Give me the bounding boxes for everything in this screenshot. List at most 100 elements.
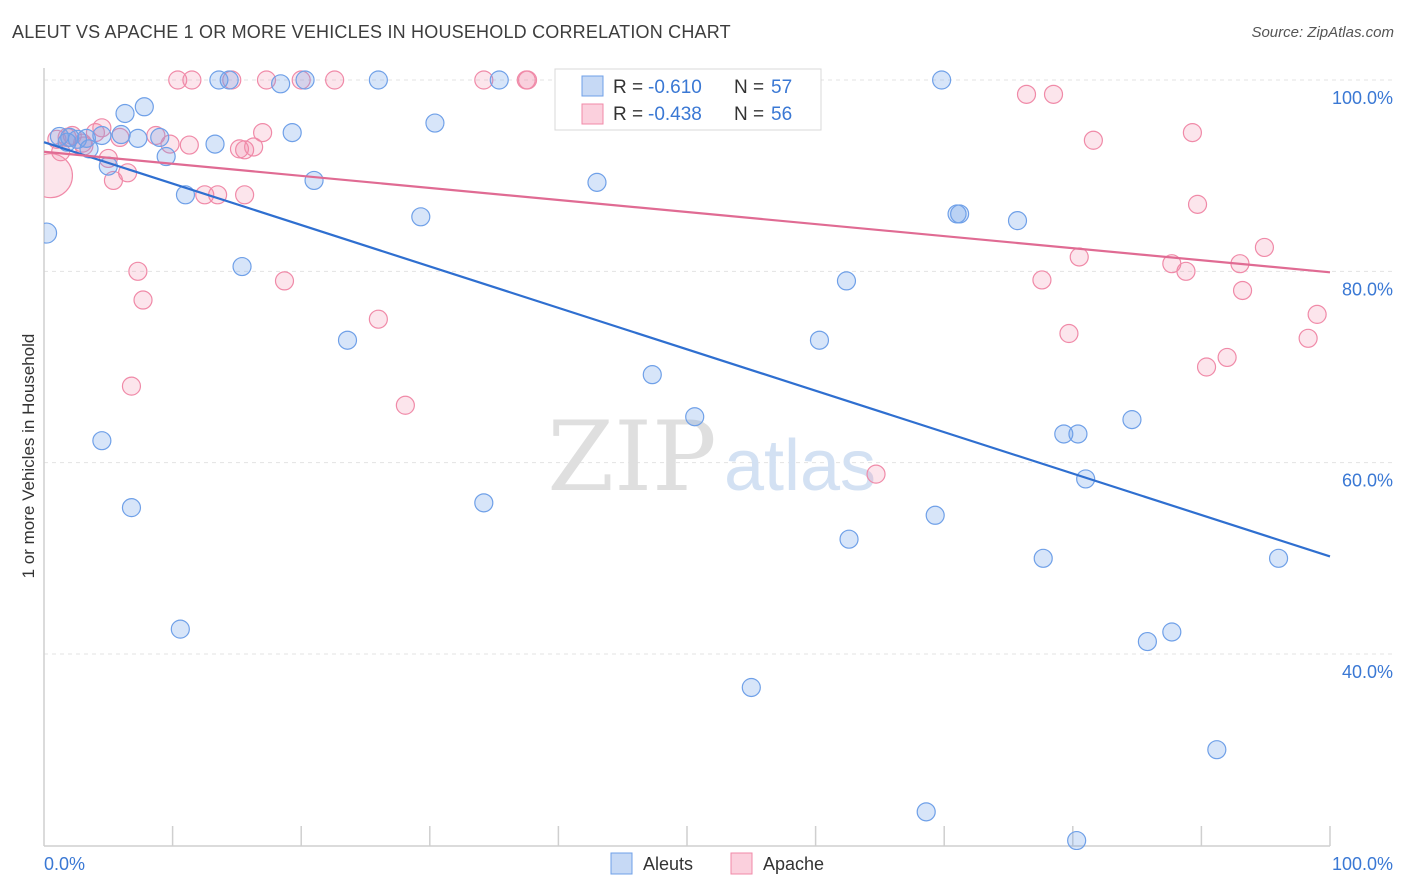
aleuts-point [839, 529, 859, 549]
aleuts-point [170, 619, 190, 639]
apache-point [1196, 357, 1217, 377]
aleuts-point [925, 505, 945, 525]
aleuts-point [950, 204, 970, 224]
aleuts-point [337, 330, 358, 350]
apache-point [253, 123, 273, 143]
aleuts-point [587, 172, 607, 192]
stats-n-value-aleuts: 57 [771, 77, 792, 98]
aleuts-point [150, 127, 170, 147]
stats-r-value-aleuts: -0.610 [648, 77, 702, 98]
aleuts-point [232, 256, 252, 277]
stats-r-label-aleuts: R = [613, 77, 643, 98]
x-ticks [171, 826, 1331, 846]
apache-point [1032, 270, 1052, 290]
aleuts-point [209, 70, 229, 90]
aleuts-point [282, 123, 302, 143]
apache-point [1016, 84, 1037, 104]
apache-point [1307, 304, 1327, 324]
aleuts-point [642, 365, 662, 385]
aleuts-point [92, 431, 112, 451]
aleuts-point [474, 493, 494, 513]
aleuts-point [368, 70, 388, 90]
apache-point [368, 309, 388, 329]
apache-trend-line [43, 150, 1331, 274]
aleuts-point [128, 128, 148, 148]
legend-label-aleuts: Aleuts [643, 854, 693, 874]
aleuts-point [219, 70, 239, 90]
stats-n-value-apache: 56 [771, 104, 792, 125]
legend-swatch-apache [730, 852, 753, 875]
legend-swatch-aleuts [610, 852, 633, 875]
aleuts-point [205, 134, 225, 154]
aleuts-point [425, 113, 445, 133]
source-attribution: Source: ZipAtlas.com [1251, 24, 1394, 41]
apache-point [168, 70, 188, 90]
apache-point [1254, 237, 1275, 258]
apache-point [517, 70, 538, 90]
stats-legend: R = -0.610 N = 57 R = -0.438 N = 56 [554, 68, 822, 131]
aleuts-point [271, 74, 291, 94]
aleuts-point [1054, 424, 1074, 444]
apache-point [866, 464, 886, 484]
stats-n-label-aleuts: N = [734, 77, 764, 98]
apache-point [395, 395, 415, 415]
apache-point [1043, 84, 1064, 104]
series-legend: Aleuts Apache [610, 852, 824, 875]
aleuts-point [809, 330, 830, 350]
aleuts-point [121, 498, 142, 518]
aleuts-point [1068, 424, 1088, 444]
aleuts-point [741, 677, 761, 698]
stats-r-label-apache: R = [613, 104, 643, 125]
apache-point [244, 137, 264, 157]
apache-point [44, 153, 74, 199]
apache-point [474, 70, 494, 90]
aleuts-point [60, 127, 80, 147]
chart-title: ALEUT VS APACHE 1 OR MORE VEHICLES IN HO… [12, 22, 731, 42]
y-axis-title: 1 or more Vehicles in Household [19, 334, 38, 579]
aleuts-point [134, 97, 154, 117]
apache-point [325, 70, 345, 90]
aleuts-point [1033, 548, 1053, 568]
aleuts-point [1067, 830, 1087, 850]
y-tick-label: 80.0% [1342, 279, 1393, 299]
aleuts-point [115, 103, 135, 124]
aleuts-point [111, 124, 131, 145]
aleuts-point [49, 126, 70, 147]
apache-point [1069, 247, 1089, 267]
apache-point [1059, 323, 1079, 344]
apache-point [128, 261, 148, 281]
trend-lines [43, 141, 1331, 558]
stats-legend-swatch-aleuts [581, 75, 604, 97]
apache-point [1083, 130, 1103, 150]
apache-point [179, 135, 199, 155]
apache-point [1176, 261, 1196, 281]
legend-label-apache: Apache [763, 854, 824, 874]
apache-point [121, 376, 142, 396]
aleuts-point [1162, 622, 1182, 642]
apache-point [182, 70, 202, 90]
apache-point [1182, 123, 1202, 143]
aleuts-point [685, 407, 705, 427]
aleuts-point [1268, 548, 1289, 568]
stats-r-value-apache: -0.438 [648, 104, 702, 125]
grid [44, 79, 1393, 655]
series-aleuts [44, 70, 1289, 850]
y-tick-label: 100.0% [1332, 88, 1393, 108]
apache-point [256, 70, 277, 90]
x-tick-label-min: 0.0% [44, 854, 85, 874]
aleuts-trend-line [43, 141, 1331, 558]
apache-point [133, 290, 153, 310]
aleuts-point [916, 802, 936, 822]
aleuts-point [932, 70, 952, 90]
x-tick-label-max: 100.0% [1332, 854, 1393, 874]
apache-point [1217, 347, 1237, 368]
apache-point [1298, 328, 1318, 348]
watermark-zip: ZIP [547, 401, 716, 513]
stats-legend-swatch-apache [581, 103, 604, 125]
aleuts-point [1122, 410, 1142, 430]
aleuts-point [1207, 740, 1227, 760]
y-tick-labels: 40.0% 60.0% 80.0% 100.0% [1332, 88, 1393, 682]
y-tick-label: 60.0% [1342, 471, 1393, 491]
aleuts-point [836, 271, 857, 291]
